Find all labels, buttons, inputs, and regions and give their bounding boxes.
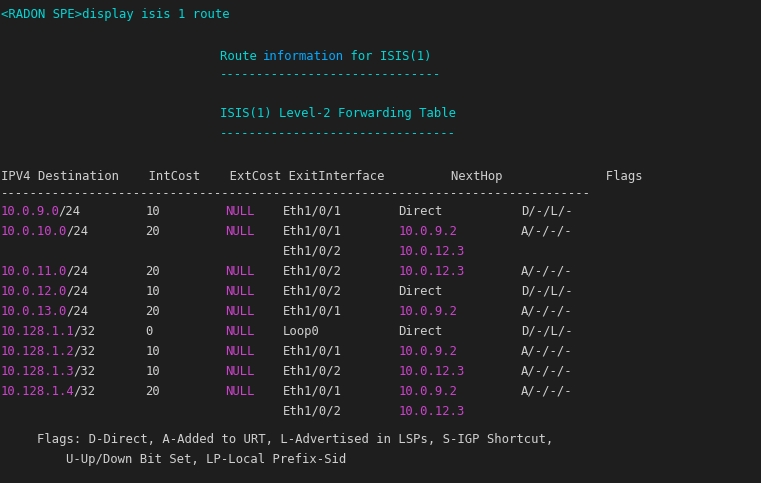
Text: Eth1/0/2: Eth1/0/2 [282,245,342,258]
Text: NULL: NULL [224,285,254,298]
Text: /24: /24 [66,225,88,238]
Text: A/-/-/-: A/-/-/- [521,265,572,278]
Text: --------------------------------------------------------------------------------: ----------------------------------------… [1,187,591,200]
Text: 10.0.9.2: 10.0.9.2 [398,345,457,358]
Text: 10.0.9.2: 10.0.9.2 [398,305,457,318]
Text: 0: 0 [145,325,153,338]
Text: Flags: D-Direct, A-Added to URT, L-Advertised in LSPs, S-IGP Shortcut,: Flags: D-Direct, A-Added to URT, L-Adver… [37,433,553,446]
Text: A/-/-/-: A/-/-/- [521,305,572,318]
Text: U-Up/Down Bit Set, LP-Local Prefix-Sid: U-Up/Down Bit Set, LP-Local Prefix-Sid [66,453,346,466]
Text: 10.128.1.4: 10.128.1.4 [1,385,75,398]
Text: /32: /32 [73,365,95,378]
Text: information: information [263,50,345,63]
Text: 10: 10 [145,365,160,378]
Text: Eth1/0/2: Eth1/0/2 [282,285,342,298]
Text: 20: 20 [145,225,160,238]
Text: Eth1/0/2: Eth1/0/2 [282,405,342,418]
Text: A/-/-/-: A/-/-/- [521,345,572,358]
Text: NULL: NULL [224,325,254,338]
Text: NULL: NULL [224,265,254,278]
Text: NULL: NULL [224,225,254,238]
Text: 10.0.12.3: 10.0.12.3 [398,405,464,418]
Text: 20: 20 [145,385,160,398]
Text: for ISIS(1): for ISIS(1) [342,50,431,63]
Text: /24: /24 [66,265,88,278]
Text: Eth1/0/1: Eth1/0/1 [282,205,342,218]
Text: Route: Route [220,50,264,63]
Text: 10.0.11.0: 10.0.11.0 [1,265,68,278]
Text: Eth1/0/2: Eth1/0/2 [282,365,342,378]
Text: IPV4 Destination    IntCost    ExtCost ExitInterface         NextHop            : IPV4 Destination IntCost ExtCost ExitInt… [1,170,642,183]
Text: Loop0: Loop0 [282,325,320,338]
Text: Direct: Direct [398,205,442,218]
Text: 10: 10 [145,205,160,218]
Text: 10: 10 [145,345,160,358]
Text: 10.128.1.3: 10.128.1.3 [1,365,75,378]
Text: 10.0.13.0: 10.0.13.0 [1,305,68,318]
Text: 10.0.10.0: 10.0.10.0 [1,225,68,238]
Text: A/-/-/-: A/-/-/- [521,385,572,398]
Text: 20: 20 [145,265,160,278]
Text: Direct: Direct [398,325,442,338]
Text: /24: /24 [59,205,81,218]
Text: NULL: NULL [224,385,254,398]
Text: 10.0.12.3: 10.0.12.3 [398,365,464,378]
Text: A/-/-/-: A/-/-/- [521,225,572,238]
Text: Eth1/0/1: Eth1/0/1 [282,225,342,238]
Text: 10.0.12.3: 10.0.12.3 [398,265,464,278]
Text: Eth1/0/1: Eth1/0/1 [282,305,342,318]
Text: 10.128.1.2: 10.128.1.2 [1,345,75,358]
Text: Eth1/0/1: Eth1/0/1 [282,345,342,358]
Text: NULL: NULL [224,305,254,318]
Text: NULL: NULL [224,205,254,218]
Text: 10.0.9.2: 10.0.9.2 [398,385,457,398]
Text: 10.0.12.3: 10.0.12.3 [398,245,464,258]
Text: ISIS(1) Level-2 Forwarding Table: ISIS(1) Level-2 Forwarding Table [220,107,456,120]
Text: 20: 20 [145,305,160,318]
Text: A/-/-/-: A/-/-/- [521,365,572,378]
Text: Direct: Direct [398,285,442,298]
Text: D/-/L/-: D/-/L/- [521,325,572,338]
Text: 10.128.1.1: 10.128.1.1 [1,325,75,338]
Text: 10.0.12.0: 10.0.12.0 [1,285,68,298]
Text: <RADON SPE>display isis 1 route: <RADON SPE>display isis 1 route [1,8,230,21]
Text: /24: /24 [66,285,88,298]
Text: D/-/L/-: D/-/L/- [521,285,572,298]
Text: /32: /32 [73,345,95,358]
Text: --------------------------------: -------------------------------- [220,127,456,140]
Text: /32: /32 [73,385,95,398]
Text: Eth1/0/2: Eth1/0/2 [282,265,342,278]
Text: Eth1/0/1: Eth1/0/1 [282,385,342,398]
Text: /32: /32 [73,325,95,338]
Text: D/-/L/-: D/-/L/- [521,205,572,218]
Text: NULL: NULL [224,365,254,378]
Text: 10: 10 [145,285,160,298]
Text: /24: /24 [66,305,88,318]
Text: 10.0.9.2: 10.0.9.2 [398,225,457,238]
Text: 10.0.9.0: 10.0.9.0 [1,205,60,218]
Text: NULL: NULL [224,345,254,358]
Text: ------------------------------: ------------------------------ [220,68,441,81]
